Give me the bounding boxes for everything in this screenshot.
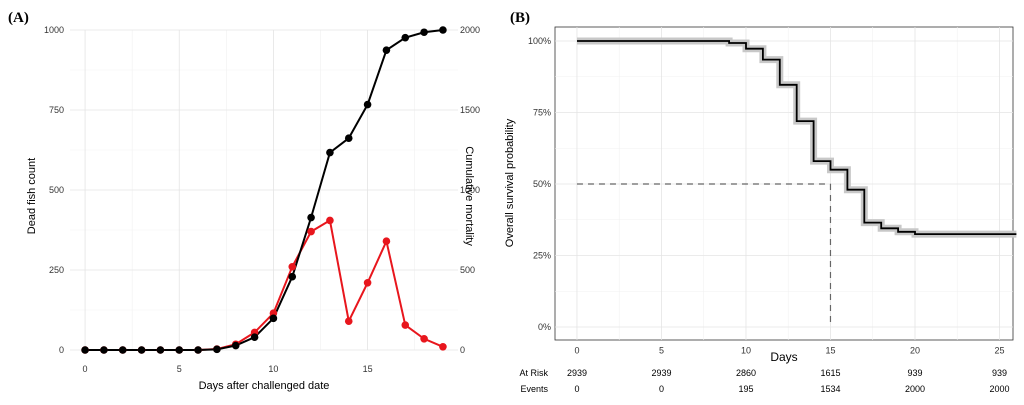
cumulative-mortality-point [363, 100, 372, 109]
dead-fish-count-point [363, 279, 372, 287]
panel-b-median-lines [576, 183, 832, 327]
x-tick-label: 10 [268, 364, 278, 374]
cumulative-mortality-point [439, 26, 447, 34]
dead-fish-count-point [307, 227, 315, 236]
panel-b-y-axis-title: Overall survival probability [504, 118, 516, 247]
dead-fish-count-point [326, 216, 334, 225]
y-left-tick-label: 500 [49, 185, 64, 195]
y-tick-label: 0% [538, 322, 551, 332]
y-left-tick-label: 1000 [44, 25, 64, 35]
cumulative-mortality-point [231, 341, 240, 350]
cumulative-mortality-point [401, 33, 410, 42]
panel-b-border [554, 26, 1014, 341]
x-tick-label: 20 [910, 345, 920, 355]
cumulative-mortality-point [250, 333, 259, 342]
x-tick-label: 15 [825, 345, 835, 355]
dead-fish-count-point [382, 237, 391, 245]
panel-b-risk-table: At Risk Events 2939 0 2939 0 2860 195 1615 1534… [519, 368, 1009, 394]
risk-table-events-value: 1534 [820, 384, 840, 394]
y-right-tick-label: 500 [460, 265, 475, 275]
cumulative-mortality-point [137, 346, 146, 354]
risk-table-events-value: 2000 [989, 384, 1009, 394]
x-tick-label: 5 [177, 364, 182, 374]
panel-a-y-left-axis-title: Dead fish count [26, 158, 38, 234]
y-right-tick-label: 2000 [460, 25, 480, 35]
x-tick-label: 10 [741, 345, 751, 355]
panel-a-grid [70, 29, 458, 351]
x-tick-label: 15 [363, 364, 373, 374]
panel-b-survival-curve [577, 40, 1017, 235]
y-tick-label: 100% [528, 36, 551, 46]
risk-table-at-risk-value: 939 [992, 368, 1007, 378]
cumulative-mortality-point [81, 346, 89, 354]
y-right-tick-label: 0 [460, 345, 465, 355]
risk-table-at-risk-value: 2860 [736, 368, 756, 378]
dead-fish-count-point [439, 343, 447, 351]
survival-confidence-band [577, 37, 1017, 238]
y-tick-label: 25% [533, 251, 551, 261]
risk-table-at-risk-value: 939 [907, 368, 922, 378]
risk-table-events-label: Events [520, 384, 548, 394]
risk-table-at-risk-value: 1615 [820, 368, 840, 378]
cumulative-mortality-point [194, 346, 202, 354]
y-right-tick-label: 1000 [460, 185, 480, 195]
y-left-tick-label: 750 [49, 105, 64, 115]
risk-table-at-risk-value: 2939 [651, 368, 671, 378]
cumulative-mortality-point [420, 28, 428, 37]
panel-a-label: (A) [8, 10, 29, 26]
risk-table-events-value: 0 [659, 384, 664, 394]
dead-fish-count-point [288, 263, 297, 271]
risk-table-events-value: 195 [738, 384, 753, 394]
panel-b-label: (B) [510, 10, 530, 26]
x-tick-label: 25 [994, 345, 1004, 355]
cumulative-mortality-point [118, 346, 127, 354]
dead-fish-count-point [420, 335, 428, 343]
y-tick-label: 50% [533, 179, 551, 189]
risk-table-at-risk-value: 2939 [567, 368, 587, 378]
cumulative-mortality-point [100, 346, 108, 354]
y-left-tick-label: 250 [49, 265, 64, 275]
x-tick-label: 0 [83, 364, 88, 374]
y-right-tick-label: 1500 [460, 105, 480, 115]
cumulative-mortality-point [213, 345, 221, 354]
cumulative-mortality-point [269, 314, 278, 323]
panel-a-points [81, 26, 447, 354]
panel-b-confidence-band [577, 37, 1017, 238]
panel-b-ticks: 0% 25% 50% 75% 100% 0 5 10 15 20 25 [528, 36, 1005, 355]
x-tick-label: 0 [574, 345, 579, 355]
x-tick-label: 5 [659, 345, 664, 355]
y-left-tick-label: 0 [59, 345, 64, 355]
dead-fish-count-point [344, 317, 353, 326]
cumulative-mortality-point [175, 346, 184, 354]
risk-table-events-value: 0 [574, 384, 579, 394]
panel-a-ticks: 0 250 500 750 1000 0 500 1000 1500 2000 0 5 10 15 [44, 25, 480, 374]
cumulative-mortality-point [288, 272, 297, 281]
risk-table-events-value: 2000 [905, 384, 925, 394]
cumulative-mortality-point [326, 148, 334, 157]
dead-fish-count-point [401, 321, 410, 329]
cumulative-mortality-point [382, 46, 391, 54]
cumulative-mortality-point [344, 134, 353, 142]
panel-a-x-axis-title: Days after challenged date [199, 380, 330, 392]
risk-table-at-risk-label: At Risk [519, 368, 548, 378]
survival-step-line [577, 40, 1017, 235]
panel-a-y-right-axis-title: Cumulative mortality [463, 146, 475, 246]
panel-b-x-axis-title: Days [770, 350, 797, 364]
cumulative-mortality-point [156, 346, 165, 354]
y-tick-label: 75% [533, 108, 551, 118]
cumulative-mortality-point [307, 213, 315, 222]
